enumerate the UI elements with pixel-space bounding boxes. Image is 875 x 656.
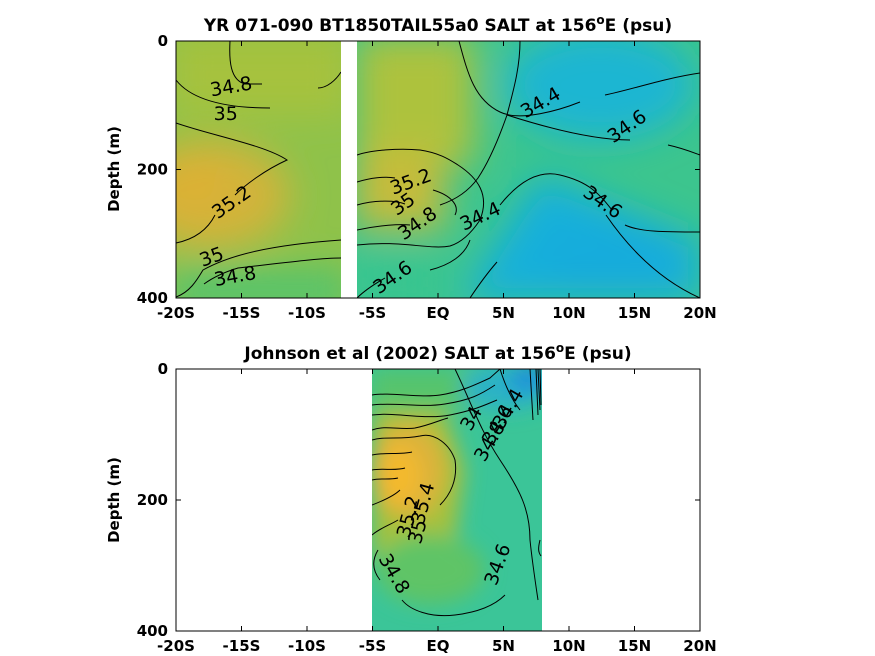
top-x-tick-label: 20N	[683, 304, 716, 322]
top-x-tick-label: -5S	[359, 304, 386, 322]
top-x-tick-label: -20S	[157, 304, 195, 322]
bottom-y-tick-label: 200	[137, 491, 168, 509]
bottom-x-tick-label: -10S	[288, 637, 326, 655]
top-x-tick-label: -10S	[288, 304, 326, 322]
bottom-title-sup: o	[556, 341, 564, 355]
bottom-salinity-field	[372, 369, 542, 631]
top-y-tick-labels: 0 200 400	[137, 32, 168, 307]
top-x-tick-label: 15N	[618, 304, 651, 322]
bottom-x-tick-label: 15N	[618, 637, 651, 655]
bottom-title-main: Johnson et al (2002) SALT at 156	[243, 344, 556, 364]
top-tick-marks	[175, 40, 701, 299]
bottom-title-tail: E (psu)	[564, 344, 631, 364]
top-title-main: YR 071-090 BT1850TAIL55a0 SALT at 156	[203, 16, 597, 36]
bottom-x-tick-labels: -20S -15S -10S -5S EQ 5N 10N 15N 20N	[157, 637, 717, 655]
bottom-x-tick-label: EQ	[427, 637, 450, 655]
bottom-x-tick-label: 20N	[683, 637, 716, 655]
top-x-tick-labels: -20S -15S -10S -5S EQ 5N 10N 15N 20N	[157, 304, 717, 322]
top-left-contours	[176, 41, 341, 298]
top-left-salinity-field	[176, 41, 341, 298]
bottom-x-tick-label: -5S	[359, 637, 386, 655]
bottom-x-tick-label: -20S	[157, 637, 195, 655]
top-title-tail: E (psu)	[605, 16, 672, 36]
top-contour-label: 35	[214, 103, 238, 125]
bottom-contours	[372, 369, 542, 617]
bottom-chart-title: Johnson et al (2002) SALT at 156oE (psu)	[243, 341, 631, 364]
top-title-sup: o	[596, 13, 604, 27]
bottom-y-axis-label: Depth (m)	[105, 457, 123, 543]
top-x-tick-label: EQ	[427, 304, 450, 322]
bottom-y-tick-label: 400	[137, 622, 168, 640]
top-y-tick-label: 0	[158, 32, 168, 50]
top-x-tick-label: -15S	[223, 304, 261, 322]
top-y-axis-label: Depth (m)	[105, 126, 123, 212]
top-right-contours	[357, 41, 700, 298]
top-y-tick-label: 400	[137, 289, 168, 307]
top-y-tick-label: 200	[137, 161, 168, 179]
bottom-y-tick-labels: 0 200 400	[137, 360, 168, 640]
top-chart-title: YR 071-090 BT1850TAIL55a0 SALT at 156oE …	[203, 13, 672, 36]
top-right-salinity-field	[357, 41, 700, 298]
bottom-y-tick-label: 0	[158, 360, 168, 378]
bottom-x-tick-label: 5N	[492, 637, 515, 655]
bottom-tick-marks	[175, 368, 701, 632]
bottom-x-tick-label: -15S	[223, 637, 261, 655]
top-data-gap	[341, 40, 357, 299]
top-x-tick-label: 5N	[492, 304, 515, 322]
top-x-tick-label: 10N	[552, 304, 585, 322]
bottom-x-tick-label: 10N	[552, 637, 585, 655]
